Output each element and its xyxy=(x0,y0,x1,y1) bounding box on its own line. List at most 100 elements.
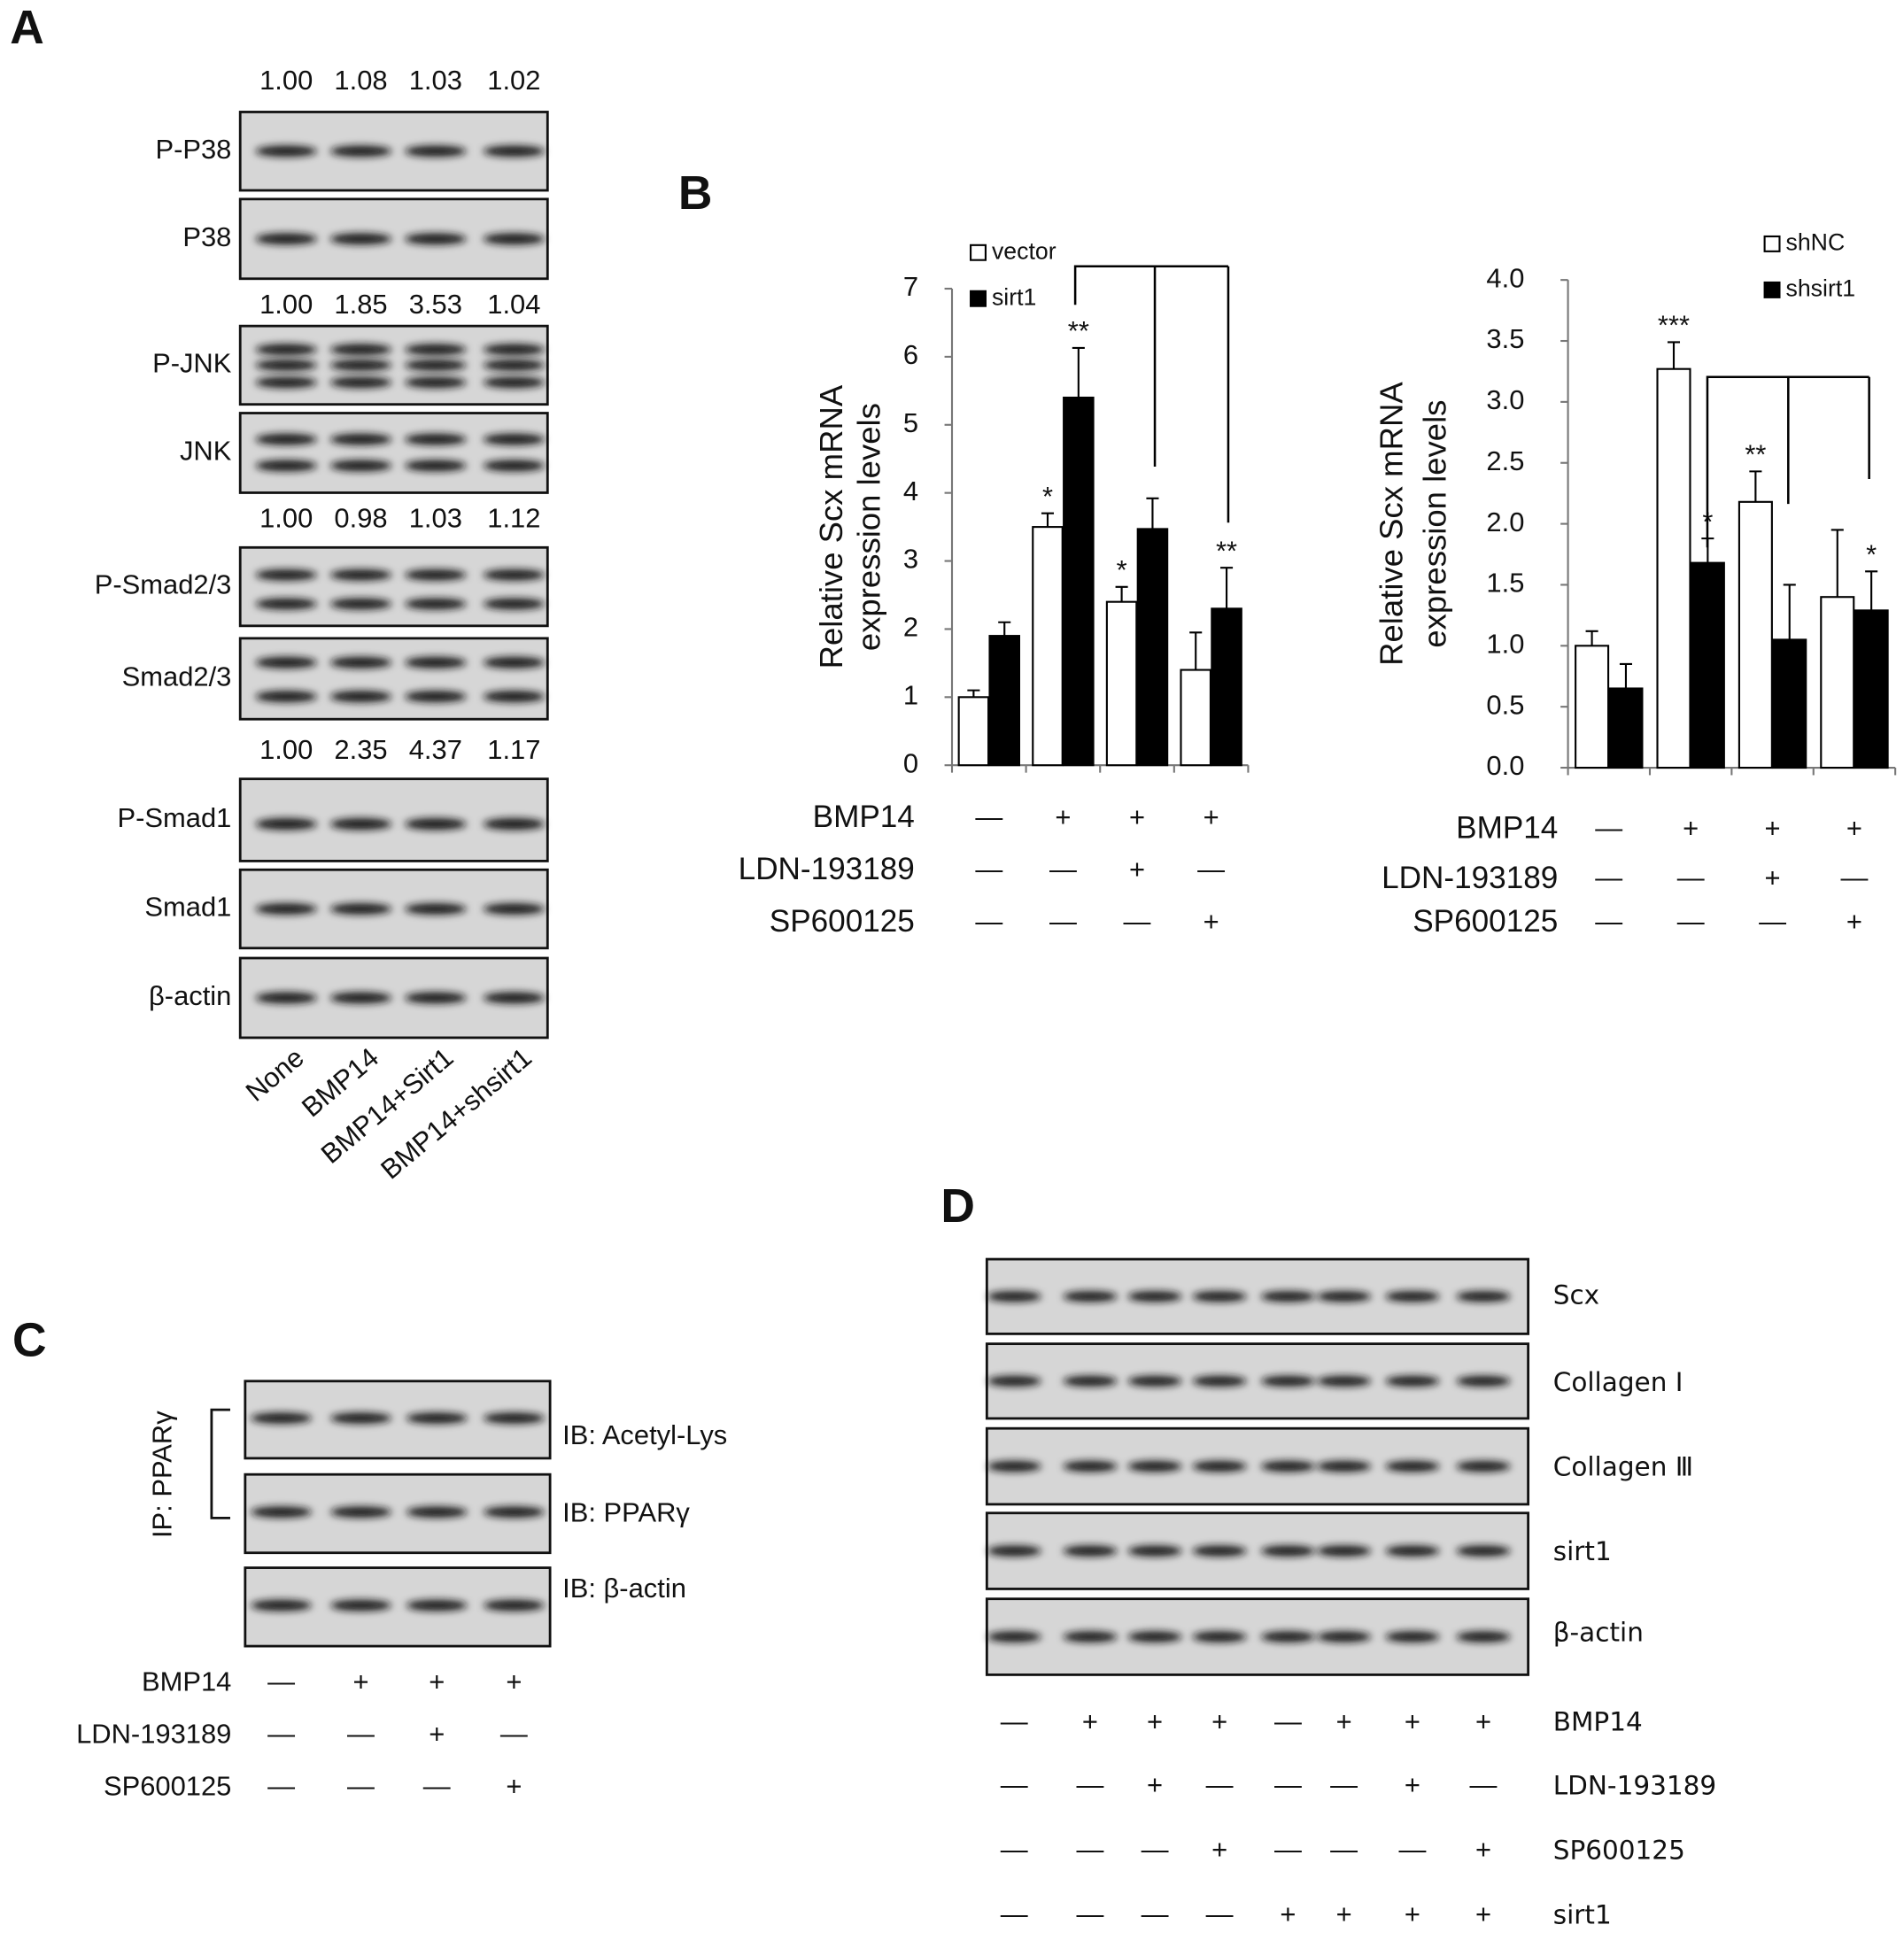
treatment-mark: — xyxy=(1595,812,1622,843)
blot-label: P-JNK xyxy=(152,348,232,379)
blot-band xyxy=(1063,1631,1118,1643)
blot-band xyxy=(405,598,467,610)
treatment-mark: + xyxy=(1475,1705,1491,1736)
significance-label: * xyxy=(1042,481,1053,512)
blot-label: β-actin xyxy=(1553,1618,1644,1648)
y-tick-label: 2 xyxy=(903,612,918,643)
treatment-label: sirt1 xyxy=(1553,1900,1612,1930)
bar xyxy=(1211,607,1242,767)
blot-band xyxy=(1127,1631,1182,1643)
blot-band xyxy=(1192,1291,1247,1303)
blot-band xyxy=(329,359,392,371)
blot-frame xyxy=(238,637,549,721)
blot-band xyxy=(1456,1631,1511,1643)
significance-label: *** xyxy=(1658,310,1690,341)
treatment-mark: — xyxy=(1677,862,1705,893)
treatment-mark: — xyxy=(1077,1898,1104,1929)
bar xyxy=(1690,561,1725,769)
error-bar xyxy=(1783,584,1796,640)
blot-band xyxy=(405,460,467,472)
treatment-mark: + xyxy=(1211,1834,1227,1865)
treatment-mark: — xyxy=(1001,1705,1028,1736)
panel-label: B xyxy=(678,167,713,220)
blot-band xyxy=(483,1506,545,1518)
blot-band xyxy=(1385,1291,1440,1303)
ratio-label: 4.37 xyxy=(409,734,462,765)
y-tick-label: 0.0 xyxy=(1486,750,1524,781)
treatment-mark: + xyxy=(429,1718,445,1749)
treatment-mark: + xyxy=(1336,1705,1352,1736)
bar xyxy=(1772,638,1807,769)
blot-band xyxy=(483,1412,545,1424)
blot-band xyxy=(405,359,467,371)
panel-label: D xyxy=(940,1180,975,1233)
error-bar xyxy=(1585,630,1598,646)
treatment-mark: — xyxy=(423,1770,451,1801)
treatment-mark: — xyxy=(1124,906,1151,937)
blot-band xyxy=(1385,1631,1440,1643)
bar xyxy=(1608,687,1644,769)
blot-band xyxy=(1456,1291,1511,1303)
blot-label: IB: β-actin xyxy=(562,1573,686,1604)
blot-band xyxy=(1385,1545,1440,1557)
blot-band xyxy=(330,1506,391,1518)
treatment-mark: — xyxy=(1142,1834,1169,1865)
ratio-label: 1.00 xyxy=(259,734,313,765)
error-bar xyxy=(1115,585,1128,602)
error-bar xyxy=(1667,341,1681,369)
bar xyxy=(1738,500,1773,769)
significance-label: * xyxy=(1866,539,1877,570)
legend-label: shNC xyxy=(1785,228,1845,255)
ratio-label: 1.00 xyxy=(259,65,313,96)
treatment-mark: — xyxy=(267,1770,295,1801)
blot-band xyxy=(329,569,392,581)
treatment-mark: — xyxy=(1759,906,1786,937)
bracket xyxy=(1706,375,1870,548)
ratio-label: 1.00 xyxy=(259,289,313,320)
treatment-mark: + xyxy=(1336,1898,1352,1929)
treatment-mark: — xyxy=(1197,854,1225,885)
blot-band xyxy=(255,903,317,915)
bar xyxy=(1063,396,1095,767)
y-axis-title: expression levels xyxy=(1417,400,1453,648)
treatment-mark: — xyxy=(1274,1834,1302,1865)
treatment-mark: — xyxy=(975,906,1002,937)
treatment-mark: — xyxy=(1677,906,1705,937)
significance-label: ** xyxy=(1068,315,1089,346)
y-tick-label: 1.0 xyxy=(1486,628,1524,659)
blot-band xyxy=(255,145,317,157)
blot-band xyxy=(329,460,392,472)
treatment-mark: — xyxy=(500,1718,528,1749)
blot-label: IB: Acetyl-Lys xyxy=(562,1419,727,1450)
blot-band xyxy=(255,569,317,581)
blot-label: Collagen Ⅰ xyxy=(1553,1367,1683,1397)
blot-band xyxy=(329,598,392,610)
error-bar xyxy=(1865,570,1878,611)
blot-band xyxy=(483,376,546,389)
panel-label: C xyxy=(12,1315,47,1367)
blot-band xyxy=(1127,1545,1182,1557)
blot-band xyxy=(405,569,467,581)
treatment-mark: + xyxy=(1683,812,1699,843)
blot-band xyxy=(483,818,546,831)
blot-label: P-Smad1 xyxy=(118,802,232,833)
blot-band xyxy=(1127,1461,1182,1473)
treatment-mark: — xyxy=(1001,1834,1028,1865)
blot-band xyxy=(329,656,392,669)
legend-swatch xyxy=(970,290,987,307)
blot-band xyxy=(405,433,467,445)
bar xyxy=(1136,528,1169,767)
blot-band xyxy=(483,344,546,355)
blot-label: β-actin xyxy=(149,980,231,1011)
blot-band xyxy=(405,903,467,915)
blot-frame xyxy=(238,412,549,494)
treatment-label: BMP14 xyxy=(813,800,915,834)
blot-band xyxy=(255,376,317,389)
error-bar xyxy=(1041,512,1055,528)
blot-band xyxy=(1456,1375,1511,1387)
blot-band xyxy=(1317,1461,1372,1473)
blot-band xyxy=(1260,1461,1315,1473)
treatment-mark: — xyxy=(347,1770,375,1801)
y-tick-label: 5 xyxy=(903,407,918,438)
